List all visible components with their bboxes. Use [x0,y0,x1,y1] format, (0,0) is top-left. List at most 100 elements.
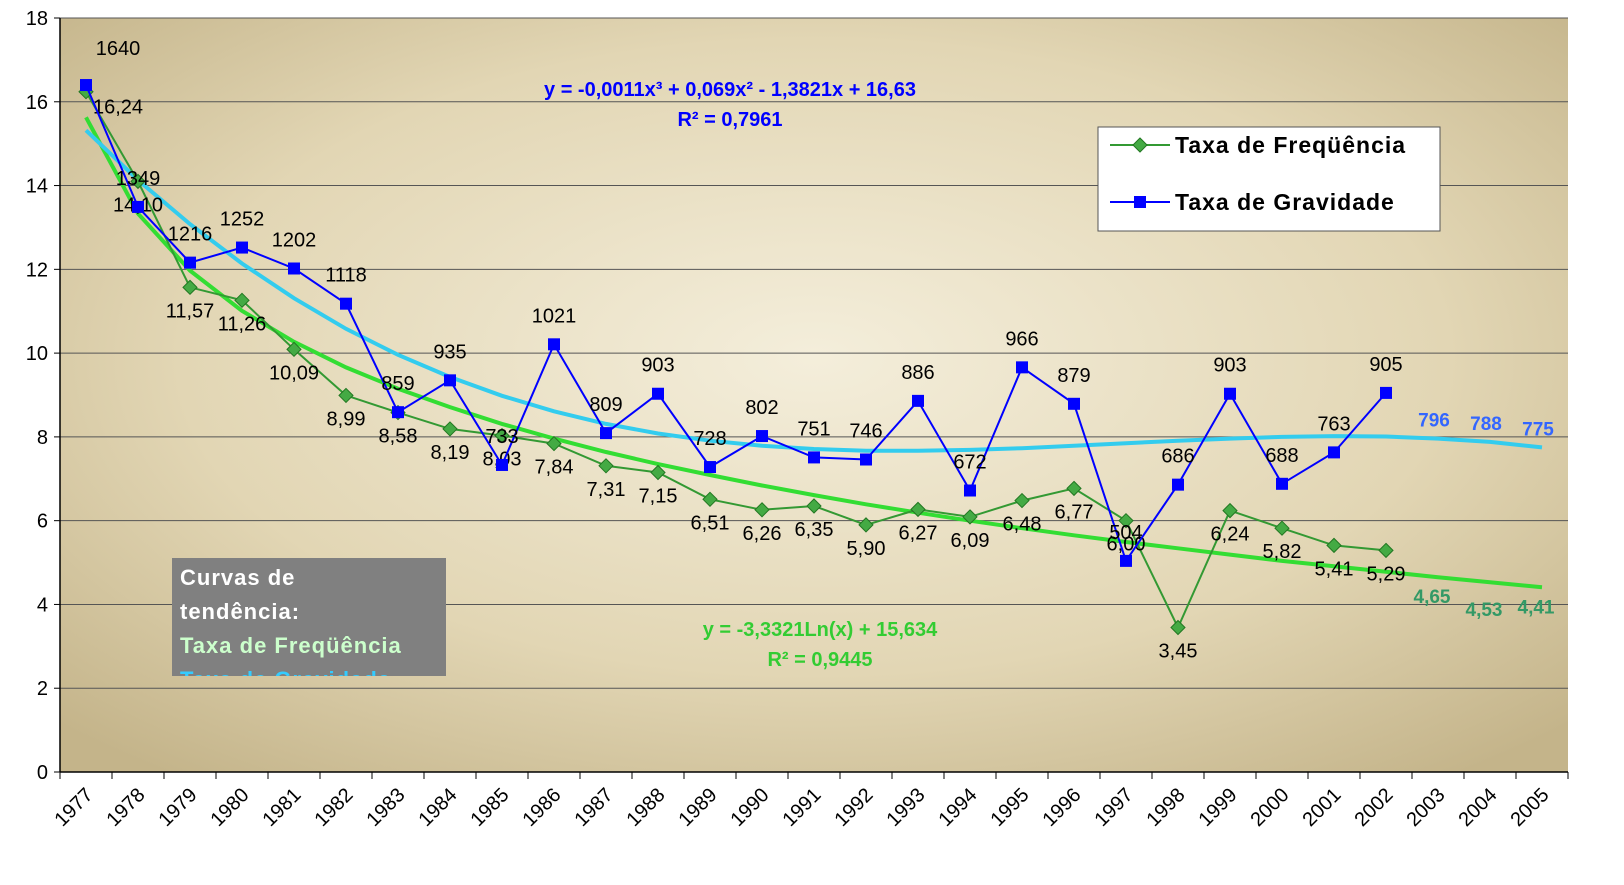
legend-marker [1132,137,1148,153]
x-tick-label: 2000 [1247,784,1294,831]
annotation-line: Taxa de Gravidade [180,667,391,692]
x-tick-label: 1993 [883,784,930,831]
marker [860,453,872,466]
trend-r2: R² = 0,7961 [677,109,782,131]
data-label: 728 [693,428,726,450]
x-tick-label: 1979 [155,784,202,831]
trend-label: 775 [1522,419,1554,440]
y-tick-label: 6 [37,511,48,533]
y-tick-label: 12 [26,259,48,281]
trend-r2: R² = 0,9445 [767,649,872,671]
marker [598,458,614,474]
data-label: 7,31 [587,479,626,501]
data-label: 11,57 [166,300,215,322]
data-label: 809 [589,394,622,416]
marker [806,498,822,514]
x-tick-label: 1982 [311,784,358,831]
data-label: 6,26 [743,523,782,545]
data-label: 6,51 [691,512,730,534]
marker [1066,480,1082,497]
data-label: 10,09 [269,362,319,384]
annotation-line: tendência: [180,599,300,624]
marker [340,297,352,310]
x-tick-label: 1995 [987,784,1034,831]
trend-label: 796 [1418,411,1450,432]
data-label: 688 [1265,445,1298,467]
data-label: 3,45 [1159,640,1198,662]
x-tick-label: 1992 [831,784,878,831]
legend-label: Taxa de Freqüência [1175,132,1406,158]
x-tick-label: 2001 [1299,784,1346,831]
marker [1120,554,1132,567]
trend-equation: y = -0,0011x³ + 0,069x² - 1,3821x + 16,6… [544,79,916,101]
marker [1276,477,1288,490]
marker [704,461,716,474]
x-tick-label: 1990 [727,784,774,831]
x-tick-label: 1980 [207,784,254,831]
marker [600,427,612,440]
data-label: 935 [433,341,466,363]
marker [182,279,198,296]
trendline [84,128,1543,453]
marker [650,464,666,481]
data-label: 5,90 [847,538,886,560]
y-tick-label: 16 [26,92,48,114]
marker [494,427,510,444]
marker [962,509,978,525]
data-label: 886 [901,362,934,384]
y-tick-label: 8 [37,427,48,449]
trend-label: 4,53 [1466,600,1503,621]
annotation-box [172,558,446,676]
marker [80,79,92,92]
marker [288,262,300,275]
x-tick-label: 1977 [51,784,98,831]
marker [236,241,248,254]
marker [442,421,458,437]
marker [1380,386,1392,399]
marker [1170,619,1186,636]
x-tick-label: 1986 [519,784,566,831]
data-label: 5,41 [1315,558,1354,580]
data-label: 903 [1213,355,1246,377]
marker [546,435,562,452]
annotation-line: Curvas de [180,565,295,590]
marker [754,502,770,518]
data-label: 733 [485,426,518,448]
marker [1274,520,1290,536]
x-tick-label: 2003 [1403,784,1450,831]
annotation: Curvas de tendência: Taxa de Freqüência Tax… [180,565,401,692]
data-label: 6,48 [1003,514,1042,536]
y-tick-label: 4 [37,594,48,616]
marker [808,451,820,464]
trend-equation: y = -3,3321Ln(x) + 15,634 [703,619,938,641]
marker [1222,502,1238,519]
marker [132,200,144,213]
data-label: 859 [381,373,414,395]
series-line [85,91,1387,630]
data-label: 1349 [116,168,161,190]
data-label: 6,00 [1107,534,1146,556]
x-tick-label: 1996 [1039,784,1086,831]
trend-label: 4,65 [1414,587,1451,608]
marker [286,341,302,358]
marker [1224,387,1236,400]
y-tick-label: 10 [26,343,48,365]
data-label: 7,15 [639,485,678,507]
marker [1328,446,1340,459]
data-label: 672 [953,452,986,474]
data-label: 6,35 [795,519,834,541]
x-tick-label: 2002 [1351,784,1398,831]
data-label: 1252 [220,209,265,231]
data-label: 802 [745,397,778,419]
marker [702,491,718,508]
marker [858,517,874,533]
x-tick-label: 1984 [415,784,462,831]
marker [652,387,664,400]
data-label: 6,77 [1055,501,1094,523]
marker [548,338,560,351]
x-tick-label: 1981 [259,784,306,831]
data-label: 5,82 [1263,541,1302,563]
y-tick-label: 14 [26,176,48,198]
data-label: 7,84 [535,457,574,479]
